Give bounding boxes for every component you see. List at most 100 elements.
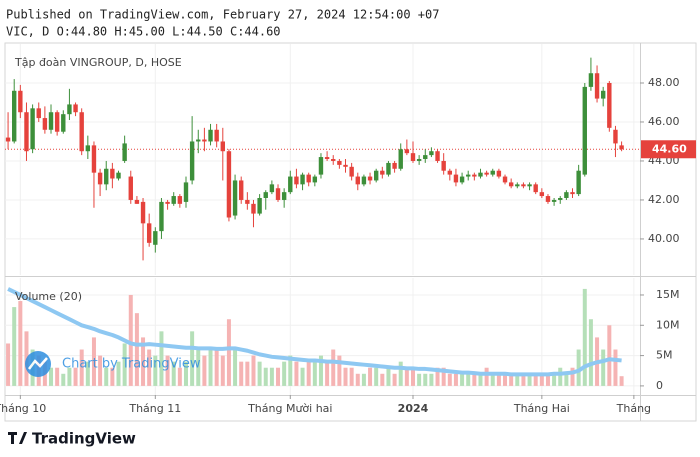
volume-bar [116, 361, 121, 386]
candle-body [441, 160, 446, 171]
volume-bar [607, 325, 612, 386]
volume-bar [79, 349, 84, 386]
candle-body [324, 157, 330, 160]
candle-body [355, 176, 360, 185]
candle-body [539, 192, 545, 197]
candle-body [196, 139, 201, 142]
chart-frame [4, 42, 697, 422]
volume-bar [220, 355, 225, 386]
watermark: Chart by TradingView [25, 351, 201, 377]
candle-body [54, 112, 60, 132]
candle-body [294, 176, 299, 185]
volume-bar [349, 367, 354, 386]
symbol-title: Tập đoàn VINGROUP, D, HOSE [14, 56, 182, 69]
candle-body [588, 73, 594, 87]
candle-body [558, 198, 563, 200]
candle-body [600, 90, 606, 99]
candle-body [306, 174, 311, 183]
candle-body [122, 143, 127, 161]
volume-bar [159, 331, 164, 386]
volume-bar [490, 373, 495, 386]
volume-bar [12, 307, 17, 386]
candle-body [146, 223, 152, 243]
volume-bar [134, 313, 139, 386]
candle-body [85, 145, 91, 152]
candle-body [570, 192, 575, 195]
candle-body [67, 104, 72, 115]
candle-body [521, 184, 526, 187]
volume-bar [410, 367, 415, 386]
volume-bar [91, 337, 96, 386]
volume-bar [55, 367, 60, 386]
y-tick-label: 40.00 [648, 232, 680, 245]
logo-icon [8, 432, 27, 444]
logo-text: TradingView [32, 430, 136, 448]
candle-body [134, 199, 140, 204]
candle-body [128, 176, 133, 200]
candle-body [490, 170, 495, 175]
volume-bar [552, 373, 557, 386]
candle-body [496, 170, 502, 177]
volume-bar [61, 373, 66, 386]
candle-body [502, 176, 508, 183]
volume-bar [128, 294, 133, 386]
ohlc-line: VIC, D O:44.80 H:45.00 L:44.50 C:44.60 [6, 25, 281, 39]
watermark-text: Chart by TradingView [62, 357, 201, 372]
candle-body [447, 170, 453, 175]
candle-body [232, 180, 238, 216]
volume-bar [263, 367, 268, 386]
candle-body [331, 159, 336, 161]
volume-bar [288, 355, 293, 386]
candle-body [343, 164, 348, 167]
candle-body [466, 174, 471, 177]
candle-body [318, 157, 324, 175]
volume-bar [104, 367, 109, 386]
x-tick-label: Tháng [616, 402, 651, 415]
volume-bar [441, 367, 446, 386]
candle-body [619, 145, 624, 150]
candle-body [564, 192, 569, 198]
candle-body [373, 170, 379, 181]
volume-bar [294, 361, 299, 386]
volume-bar [429, 373, 434, 386]
candle-body [177, 196, 183, 204]
volume-bar [318, 355, 323, 386]
candle-body [239, 180, 244, 200]
volume-ma-line [7, 287, 622, 377]
volume-bar [226, 319, 231, 386]
y-tick-label: 48.00 [648, 76, 680, 89]
candle-body [30, 108, 35, 150]
volume-bar [337, 355, 342, 386]
volume-bar [208, 349, 213, 386]
candle-body [312, 176, 318, 183]
candle-body [116, 172, 121, 179]
candle-body [551, 199, 557, 202]
volume-bar [306, 361, 311, 386]
volume-bar [496, 373, 501, 386]
candle-body [545, 196, 551, 202]
last-price-label: 44.60 [652, 142, 687, 155]
candle-body [140, 201, 146, 224]
volume-bar [6, 343, 11, 386]
volume-bar [398, 361, 403, 386]
candle-body [226, 151, 232, 218]
candle-body [104, 168, 109, 185]
volume-bar [196, 349, 201, 386]
volume-bar [386, 367, 391, 386]
volume-bar [141, 337, 146, 386]
candle-body [5, 137, 11, 142]
candle-body [349, 166, 354, 177]
volume-bar [49, 367, 54, 386]
candle-body [24, 112, 29, 152]
volume-bar [472, 373, 477, 386]
volume-bar [355, 373, 360, 386]
volume-bar [515, 373, 520, 386]
volume-bar [404, 367, 409, 386]
candle-body [508, 182, 514, 187]
volume-bar [576, 349, 581, 386]
last-price-box [641, 140, 696, 159]
candle-body [263, 192, 268, 198]
candle-body [18, 90, 23, 113]
volume-bar [582, 288, 587, 386]
y-tick-label: 42.00 [648, 193, 680, 206]
